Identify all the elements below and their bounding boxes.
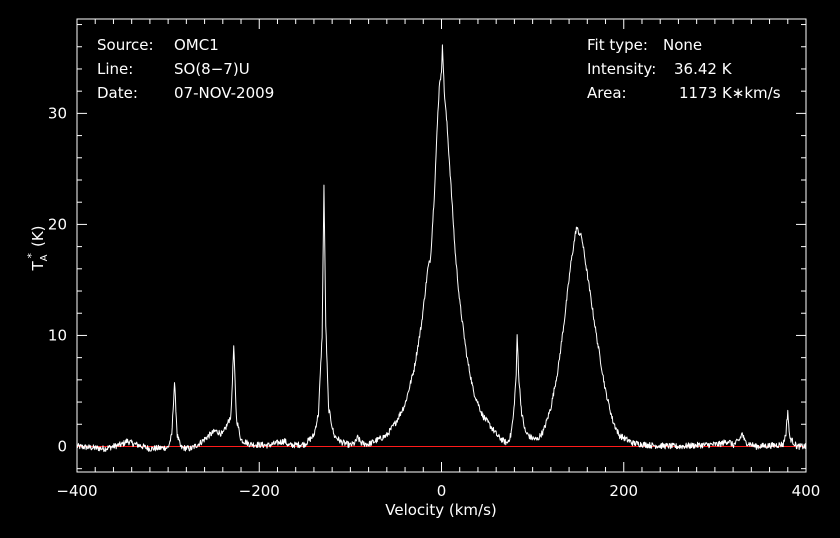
x-tick-label: −400	[56, 482, 97, 500]
info-right: Fit type: None Intensity: 36.42 K Area: …	[587, 36, 781, 102]
y-tick-label: 30	[48, 104, 67, 122]
x-tick-label: 200	[609, 482, 638, 500]
x-tick-label: 400	[792, 482, 821, 500]
plot-frame	[76, 18, 807, 473]
source-label: Source:	[97, 36, 154, 54]
date-label: Date:	[97, 84, 138, 102]
info-left: Source: OMC1 Line: SO(8−7)U Date: 07-NOV…	[97, 36, 274, 102]
y-axis-title-main: T	[29, 261, 47, 272]
area-value: 1173 K∗km/s	[679, 84, 781, 102]
intensity-label: Intensity:	[587, 60, 656, 78]
y-axis-title-sub: A	[39, 254, 50, 261]
intensity-value: 36.42 K	[674, 60, 733, 78]
x-axis-title: Velocity (km/s)	[385, 501, 496, 519]
x-tick-label: 0	[437, 482, 447, 500]
tick-marks	[76, 19, 807, 472]
y-tick-label: 0	[57, 437, 67, 455]
date-value: 07-NOV-2009	[174, 84, 274, 102]
y-tick-label: 20	[48, 215, 67, 233]
line-value: SO(8−7)U	[174, 60, 250, 78]
y-axis-title: TA* (K)	[25, 225, 50, 271]
y-tick-labels: 0 10 20 30	[48, 104, 67, 455]
x-tick-label: −200	[239, 482, 280, 500]
y-axis-title-unit: (K)	[29, 225, 47, 247]
line-label: Line:	[97, 60, 133, 78]
series-layer	[76, 44, 807, 453]
fit-type-value: None	[663, 36, 702, 54]
area-label: Area:	[587, 84, 627, 102]
source-value: OMC1	[174, 36, 219, 54]
y-tick-label: 10	[48, 326, 67, 344]
spectrum-line	[76, 44, 807, 453]
y-axis-title-sup: *	[25, 253, 38, 259]
x-tick-labels: −400 −200 0 200 400	[56, 482, 820, 500]
fit-type-label: Fit type:	[587, 36, 648, 54]
svg-text:TA*(K): TA* (K)	[25, 225, 50, 271]
